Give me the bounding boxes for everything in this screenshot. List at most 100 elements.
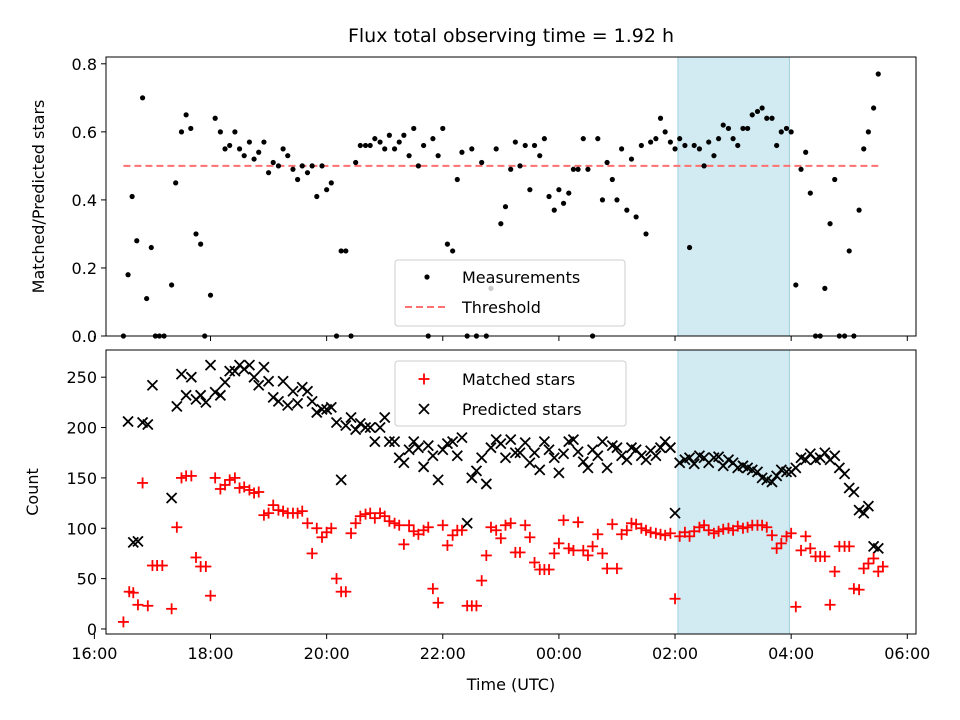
measurement-point [696,146,703,152]
predicted-star-point [572,446,584,458]
measurement-point [129,193,135,200]
measurement-point [827,221,833,227]
measurement-point [139,95,146,101]
x-stroke [761,474,773,486]
predicted-star-point [165,492,178,504]
x-stroke [350,423,362,436]
matched-star-point [829,566,841,578]
legend-label-measurements: Measurements [462,268,580,287]
matched-star-point [553,537,565,549]
matched-star-point [877,561,889,573]
x-stroke [495,438,507,450]
matched-star-point [476,575,488,587]
measurement-point [406,153,412,159]
x-stroke [422,440,434,452]
measurement-point [386,132,392,138]
matched-star-point [156,560,168,572]
measurement-point [440,125,446,132]
predicted-star-point [650,450,662,462]
matched-star-point [292,507,304,519]
matched-star-point [427,583,439,595]
top-axes-frame [105,56,917,337]
x-stroke [771,470,783,482]
measurement-point [261,139,267,145]
x-stroke [287,385,299,397]
top-legend-box [394,259,626,327]
matched-star-point [558,514,570,526]
measurement-point [232,129,238,135]
x-stroke [751,466,764,478]
predicted-star-point [171,400,183,413]
measurement-point [774,142,780,149]
measurement-point [769,115,775,121]
measurement-point [285,153,291,159]
predicted-star-point [311,406,323,419]
measurement-point [701,163,707,169]
matched-star-point [645,526,657,538]
measurement-point [377,139,383,145]
predicted-star-point [132,535,144,547]
predicted-stars-points [122,359,884,555]
x-stroke [509,447,521,459]
x-stroke [466,472,478,484]
predicted-star-point [567,433,580,446]
measurement-point [735,142,741,149]
measurement-point [125,272,131,278]
predicted-star-point [432,474,444,486]
matched-star-point [499,519,511,531]
measurement-point [861,146,867,152]
measurement-point [875,71,881,77]
predicted-star-point [466,472,478,484]
x-stroke [596,436,609,448]
measurement-point [706,139,712,145]
matched-star-point [563,542,575,554]
matched-star-point [253,486,265,498]
measurement-point [479,159,485,166]
predicted-star-point [548,452,560,464]
x-stroke [165,492,178,504]
predicted-star-point [858,507,870,519]
predicted-star-point [248,371,260,383]
matched-star-point [771,542,783,554]
measurement-point [450,248,456,254]
x-stroke [311,406,323,419]
matched-star-point [331,573,343,585]
measurement-point [662,129,668,135]
measurement-point [435,153,441,159]
bottom-x-tick-label: 00:00 [536,644,582,663]
measurement-point [207,292,214,298]
bottom-highlight-span [677,349,790,635]
legend-marker-matched [418,373,430,385]
predicted-star-point [214,389,227,401]
measurement-point [517,163,523,169]
bottom-y-tick-label: 100 [66,519,97,538]
x-stroke [582,462,594,474]
x-stroke [775,464,787,476]
matched-star-point [592,528,604,540]
x-stroke [722,454,735,466]
measurement-point [173,180,179,186]
x-stroke [586,444,599,456]
x-stroke [379,411,391,424]
measurement-point [648,139,654,145]
predicted-star-point [683,452,696,464]
matched-star-point [785,527,797,539]
x-stroke [447,436,459,448]
predicted-star-point [592,450,604,462]
predicted-star-point [688,458,700,470]
x-stroke [838,468,851,480]
x-stroke [862,500,875,512]
predicted-star-point [664,442,677,454]
measurement-point [362,142,369,149]
measurement-point [367,142,373,149]
x-stroke [650,450,662,462]
measurement-point [512,139,518,145]
x-stroke [451,450,463,462]
x-stroke [480,478,492,490]
bottom-x-tick-label: 20:00 [304,644,350,663]
x-stroke [601,462,613,474]
matched-star-point [132,599,144,611]
measurement-point [686,244,693,251]
measurement-point [183,112,189,118]
